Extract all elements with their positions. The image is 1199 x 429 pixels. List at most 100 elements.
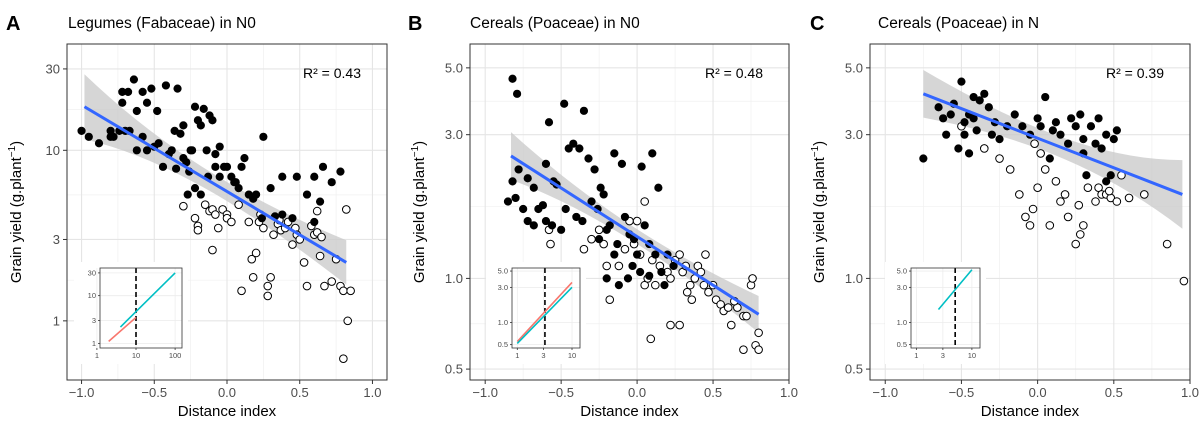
filled-point [503,197,513,206]
filled-point [919,154,928,163]
open-point [754,328,763,338]
y-tick-label: 3.0 [845,127,863,142]
filled-point [1041,92,1050,102]
inset-y-tick-label: 5.0 [498,267,508,276]
x-tick-label: 1.0 [780,385,798,400]
inset-plot: 1 3 10 0.5 1.0 3.0 5.0 [486,262,586,364]
filled-point [1094,114,1103,123]
open-point [179,201,188,211]
inset-series-line [516,281,573,343]
filled-point [960,130,969,139]
filled-point [514,165,523,174]
filled-point [508,177,517,186]
inset-x-tick-label: 1 [914,351,918,360]
filled-point [584,154,593,163]
filled-point [995,135,1004,144]
panel-letter: C [810,13,824,35]
filled-point [1051,118,1061,127]
open-point [666,320,675,330]
open-point [1025,221,1035,230]
filled-point [541,159,551,168]
inset-x-tick-label: 3 [941,351,945,360]
x-tick-label: 0.5 [1105,385,1123,400]
x-tick-label: −0.5 [949,385,975,400]
inset-series-line [516,286,573,344]
open-point [211,210,220,219]
filled-point [259,132,268,141]
inset-series-line [119,272,176,328]
open-point [247,254,257,264]
filled-point [211,162,220,171]
open-point [1005,165,1015,174]
filled-point [183,190,192,199]
x-tick-label: 1.0 [363,385,381,400]
filled-point [651,250,660,259]
filled-point [1076,110,1085,119]
filled-point [1048,126,1057,135]
filled-point [544,118,554,127]
filled-point [173,84,182,93]
inset-y-tick-label: 5.0 [897,267,907,276]
open-point [302,281,312,291]
inset-area [911,268,980,348]
filled-point [1036,122,1045,131]
filled-point [972,126,981,135]
filled-point [208,116,217,125]
open-point [754,345,763,354]
filled-point [579,106,589,115]
inset-y-tick-label: 1.0 [498,318,508,327]
filled-point [660,281,669,290]
filled-point [595,235,604,244]
open-point [269,230,278,239]
open-point [687,295,697,304]
open-point [594,225,604,235]
filled-point [196,190,205,199]
x-axis-label: Distance index [178,403,277,420]
filled-point [984,103,993,112]
filled-point [234,184,243,193]
inset-series-line [108,316,137,343]
open-point [699,280,709,290]
open-point [1063,212,1073,222]
inset-x-tick-label: 1 [515,351,519,360]
filled-point [179,154,188,163]
filled-point [202,146,211,155]
y-axis-label-close: ) [811,141,828,146]
filled-point [519,204,528,214]
open-point [327,277,337,286]
open-point [620,244,630,254]
filled-point [1086,122,1096,131]
filled-point [138,87,147,96]
open-point [200,200,210,209]
filled-point [158,162,168,171]
open-point [682,287,692,297]
inset-y-tick-label: 3.0 [897,283,907,292]
filled-point [529,221,538,230]
filled-point [310,217,319,227]
filled-point [310,172,319,181]
filled-point [199,104,208,113]
filled-point [538,201,548,210]
open-point [190,213,200,223]
inset-plot: 1 3 10 0.5 1.0 3.0 5.0 [885,262,986,364]
filled-point [578,216,587,226]
confidence-band [511,132,759,333]
panel-title: Cereals (Poaceae) in N [878,15,1039,32]
open-point [587,234,596,244]
open-point [315,251,325,261]
r-squared-label: R² = 0.43 [303,65,361,81]
filled-point [942,130,951,139]
y-tick-label: 5.0 [845,60,863,75]
r-squared-label: R² = 0.39 [1106,65,1164,81]
y-tick-label: 0.5 [445,362,463,377]
open-point [675,250,684,259]
open-point [237,286,246,296]
inset-plot: 1 10 100 1 3 10 30 [74,262,188,364]
open-point [1179,276,1189,286]
y-tick-label: 3.0 [445,127,463,142]
filled-point [623,274,633,283]
open-point [651,280,660,290]
inset-y-tick-label: 0.5 [897,340,907,349]
x-tick-label: 0.5 [704,385,722,400]
filled-point [230,178,239,187]
